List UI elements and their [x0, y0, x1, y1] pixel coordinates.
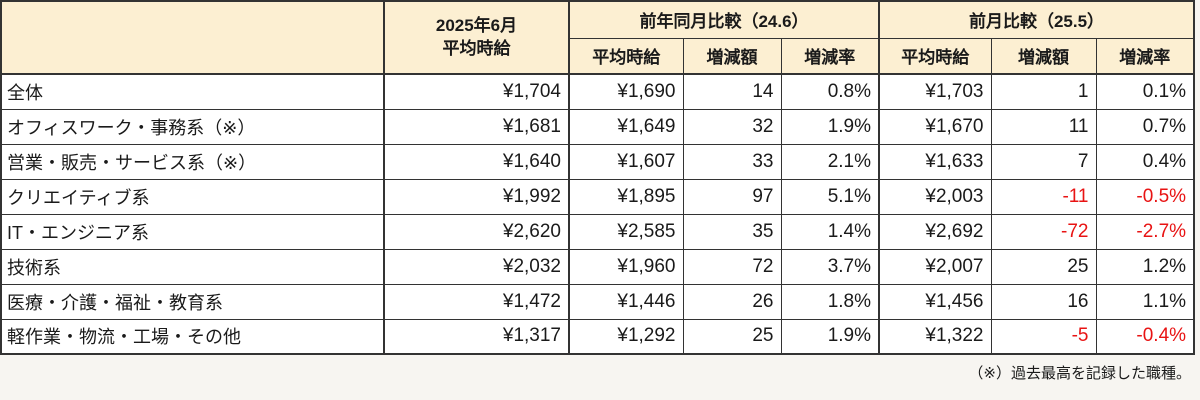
yoy-avg-cell: ¥1,446	[568, 283, 684, 320]
mom-rate-cell: 0.7%	[1095, 108, 1195, 145]
table-header: 2025年6月 平均時給 前年同月比較（24.6） 前月比較（25.5） 平均時…	[0, 0, 1195, 75]
current-avg-cell: ¥1,317	[383, 318, 570, 355]
yoy-rate-cell: 5.1%	[780, 178, 880, 215]
yoy-diff-cell: 35	[682, 213, 782, 250]
current-avg-cell: ¥1,640	[383, 143, 570, 180]
mom-diff-cell: 16	[990, 283, 1097, 320]
yoy-rate-cell: 1.8%	[780, 283, 880, 320]
header-row-groups: 2025年6月 平均時給 前年同月比較（24.6） 前月比較（25.5）	[0, 0, 1195, 75]
yoy-diff-header: 増減額	[682, 37, 782, 75]
table-row: 技術系 ¥2,032 ¥1,960 72 3.7% ¥2,007 25 1.2%	[0, 248, 1195, 285]
current-avg-cell: ¥1,681	[383, 108, 570, 145]
table-row: 軽作業・物流・工場・その他 ¥1,317 ¥1,292 25 1.9% ¥1,322 -5-…	[0, 318, 1195, 355]
mom-group-header: 前月比較（25.5）	[877, 0, 1195, 39]
yoy-rate-cell: 2.1%	[780, 143, 880, 180]
row-label-cell: IT・エンジニア系	[0, 213, 385, 250]
mom-rate-cell: 0.4%	[1095, 143, 1195, 180]
yoy-diff-cell: 14	[682, 73, 782, 110]
month-avg-header: 2025年6月 平均時給	[383, 0, 570, 75]
mom-avg-header: 平均時給	[878, 37, 992, 75]
mom-avg-cell: ¥1,633	[878, 143, 992, 180]
yoy-diff-cell: 97	[682, 178, 782, 215]
mom-diff-cell: 1	[990, 73, 1097, 110]
wage-table: 2025年6月 平均時給 前年同月比較（24.6） 前月比較（25.5） 平均時…	[0, 0, 1196, 355]
row-label-cell: 全体	[0, 73, 385, 110]
current-avg-cell: ¥2,620	[383, 213, 570, 250]
row-label-cell: 医療・介護・福祉・教育系	[0, 283, 385, 320]
mom-rate-cell: 0.1%	[1095, 73, 1195, 110]
mom-avg-cell: ¥1,670	[878, 108, 992, 145]
mom-diff-cell: -72	[990, 213, 1097, 250]
mom-avg-cell: ¥1,456	[878, 283, 992, 320]
mom-avg-cell: ¥2,692	[878, 213, 992, 250]
yoy-diff-cell: 33	[682, 143, 782, 180]
yoy-rate-header: 増減率	[780, 37, 880, 75]
mom-diff-cell: -5	[990, 318, 1097, 355]
table-row: IT・エンジニア系 ¥2,620 ¥2,585 35 1.4% ¥2,692 -72 -2.7…	[0, 213, 1195, 250]
mom-rate-header: 増減率	[1095, 37, 1195, 75]
row-label-cell: クリエイティブ系	[0, 178, 385, 215]
yoy-rate-cell: 3.7%	[780, 248, 880, 285]
yoy-diff-cell: 26	[682, 283, 782, 320]
table-row: クリエイティブ系 ¥1,992 ¥1,895 97 5.1% ¥2,003 -11 -0.5%	[0, 178, 1195, 215]
month-avg-header-line2: 平均時給	[442, 38, 511, 58]
current-avg-cell: ¥1,472	[383, 283, 570, 320]
table-row: 全体 ¥1,704 ¥1,690 14 0.8% ¥1,703 1 0.1%	[0, 73, 1195, 110]
row-label-cell: オフィスワーク・事務系（※）	[0, 108, 385, 145]
current-avg-cell: ¥2,032	[383, 248, 570, 285]
header-row-subcolumns: 平均時給 増減額 増減率 平均時給 増減額 増減率	[1, 37, 1195, 75]
yoy-diff-cell: 72	[682, 248, 782, 285]
mom-avg-cell: ¥1,703	[878, 73, 992, 110]
mom-avg-cell: ¥1,322	[878, 318, 992, 355]
mom-rate-cell: -2.7%	[1095, 213, 1195, 250]
corner-cell	[0, 0, 385, 75]
yoy-group-header: 前年同月比較（24.6）	[568, 0, 880, 39]
page: 2025年6月 平均時給 前年同月比較（24.6） 前月比較（25.5） 平均時…	[0, 0, 1196, 382]
yoy-rate-cell: 1.9%	[780, 108, 880, 145]
yoy-avg-cell: ¥1,607	[568, 143, 684, 180]
mom-rate-cell: 1.1%	[1095, 283, 1195, 320]
yoy-avg-cell: ¥1,649	[568, 108, 684, 145]
month-avg-header-line1: 2025年6月	[435, 16, 518, 36]
yoy-rate-cell: 1.4%	[780, 213, 880, 250]
mom-diff-cell: 25	[990, 248, 1097, 285]
table-row: オフィスワーク・事務系（※） ¥1,681 ¥1,649 32 1.9% ¥1,670 11…	[0, 108, 1195, 145]
yoy-rate-cell: 1.9%	[780, 318, 880, 355]
mom-rate-cell: -0.5%	[1095, 178, 1195, 215]
mom-diff-cell: 7	[990, 143, 1097, 180]
mom-diff-cell: -11	[990, 178, 1097, 215]
row-label-cell: 軽作業・物流・工場・その他	[0, 318, 385, 355]
mom-diff-header: 増減額	[990, 37, 1097, 75]
yoy-avg-cell: ¥1,292	[568, 318, 684, 355]
current-avg-cell: ¥1,704	[383, 73, 570, 110]
yoy-avg-cell: ¥1,895	[568, 178, 684, 215]
yoy-avg-cell: ¥2,585	[568, 213, 684, 250]
table-row: 医療・介護・福祉・教育系 ¥1,472 ¥1,446 26 1.8% ¥1,456 16 1.…	[0, 283, 1195, 320]
mom-rate-cell: 1.2%	[1095, 248, 1195, 285]
footnote: （※）過去最高を記録した職種。	[968, 365, 1191, 382]
yoy-avg-cell: ¥1,960	[568, 248, 684, 285]
mom-diff-cell: 11	[990, 108, 1097, 145]
yoy-rate-cell: 0.8%	[780, 73, 880, 110]
mom-avg-cell: ¥2,007	[878, 248, 992, 285]
current-avg-cell: ¥1,992	[383, 178, 570, 215]
mom-rate-cell: -0.4%	[1095, 318, 1195, 355]
yoy-diff-cell: 25	[682, 318, 782, 355]
mom-avg-cell: ¥2,003	[878, 178, 992, 215]
row-label-cell: 技術系	[0, 248, 385, 285]
yoy-diff-cell: 32	[682, 108, 782, 145]
yoy-avg-cell: ¥1,690	[568, 73, 684, 110]
table-row: 営業・販売・サービス系（※） ¥1,640 ¥1,607 33 2.1% ¥1,633 7 0…	[0, 143, 1195, 180]
yoy-avg-header: 平均時給	[568, 37, 684, 75]
table-body: 全体 ¥1,704 ¥1,690 14 0.8% ¥1,703 1 0.1% オフィスワーク・事…	[0, 73, 1195, 355]
row-label-cell: 営業・販売・サービス系（※）	[0, 143, 385, 180]
